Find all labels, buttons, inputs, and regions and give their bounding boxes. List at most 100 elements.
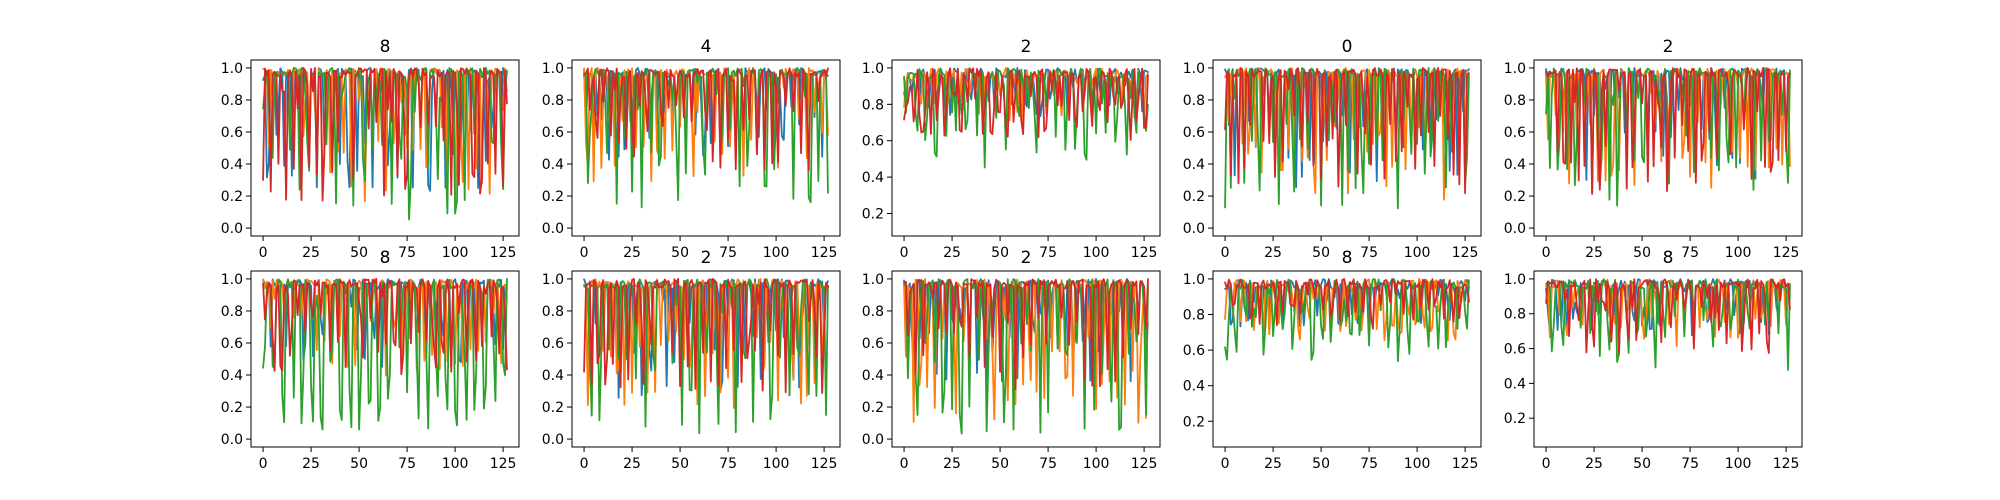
subplot-10: 0 25 50 75 100 125 0.2 0.4 0.6 0.8 1.0 8 bbox=[1504, 248, 1803, 472]
y-tick-label: 0.4 bbox=[1183, 379, 1205, 395]
y-tick-label: 0.6 bbox=[1183, 343, 1205, 359]
axes-frame bbox=[891, 270, 1161, 448]
y-tick-label: 0.0 bbox=[542, 432, 564, 448]
y-tick-label: 0.0 bbox=[542, 221, 564, 237]
y-tick-label: 0.8 bbox=[862, 97, 884, 113]
y-tick-label: 0.4 bbox=[862, 368, 884, 384]
y-tick-label: 0.4 bbox=[221, 368, 243, 384]
subplot-title: 8 bbox=[1663, 248, 1674, 268]
x-tick-label: 0 bbox=[259, 245, 268, 261]
subplot-title: 2 bbox=[701, 248, 712, 268]
y-tick-label: 0.2 bbox=[1183, 189, 1205, 205]
x-tick-label: 125 bbox=[1131, 456, 1158, 472]
x-tick-label: 75 bbox=[1039, 245, 1057, 261]
y-tick-label: 1.0 bbox=[862, 272, 884, 288]
subplot-8: 0 25 50 75 100 125 0.0 0.2 0.4 0.6 0.8 1.0 2 bbox=[862, 248, 1161, 472]
x-tick-label: 0 bbox=[259, 456, 268, 472]
series-line-4 bbox=[583, 278, 829, 394]
x-tick-label: 25 bbox=[1264, 245, 1282, 261]
series-line-3 bbox=[903, 67, 1149, 169]
x-tick-label: 125 bbox=[490, 245, 517, 261]
axes-frame bbox=[1533, 59, 1803, 237]
subplot-9: 0 25 50 75 100 125 0.2 0.4 0.6 0.8 1.0 8 bbox=[1183, 248, 1482, 472]
subplot-2: 0 25 50 75 100 125 0.0 0.2 0.4 0.6 0.8 1.0 4 bbox=[542, 37, 841, 261]
x-tick-label: 0 bbox=[1542, 245, 1551, 261]
y-tick-label: 0.4 bbox=[221, 157, 243, 173]
y-tick-label: 0.4 bbox=[1504, 376, 1526, 392]
axes-frame bbox=[250, 59, 520, 237]
axes-frame bbox=[1212, 59, 1482, 237]
y-tick-label: 0.2 bbox=[542, 189, 564, 205]
x-tick-label: 100 bbox=[763, 456, 790, 472]
x-tick-label: 100 bbox=[1725, 456, 1752, 472]
y-tick-label: 0.2 bbox=[1504, 411, 1526, 427]
y-tick-label: 0.4 bbox=[862, 170, 884, 186]
x-tick-label: 125 bbox=[811, 245, 838, 261]
axes-frame bbox=[1212, 270, 1482, 448]
y-tick-label: 0.6 bbox=[542, 336, 564, 352]
series-line-4 bbox=[262, 67, 508, 202]
x-tick-label: 25 bbox=[1264, 456, 1282, 472]
x-tick-label: 75 bbox=[398, 456, 416, 472]
x-tick-label: 25 bbox=[943, 456, 961, 472]
x-tick-label: 25 bbox=[302, 456, 320, 472]
y-tick-label: 0.6 bbox=[862, 134, 884, 150]
series-line-4 bbox=[903, 67, 1149, 141]
series-line-4 bbox=[1224, 278, 1470, 330]
y-tick-label: 0.4 bbox=[1183, 157, 1205, 173]
x-tick-label: 50 bbox=[1633, 245, 1651, 261]
y-tick-label: 1.0 bbox=[1183, 272, 1205, 288]
y-tick-label: 0.2 bbox=[862, 207, 884, 223]
x-tick-label: 125 bbox=[1773, 456, 1800, 472]
x-tick-label: 75 bbox=[1360, 245, 1378, 261]
x-tick-label: 125 bbox=[1452, 245, 1479, 261]
y-tick-label: 0.8 bbox=[1183, 93, 1205, 109]
y-tick-label: 0.4 bbox=[542, 368, 564, 384]
y-tick-label: 0.0 bbox=[221, 221, 243, 237]
axes-frame bbox=[891, 59, 1161, 237]
x-tick-label: 100 bbox=[1404, 245, 1431, 261]
x-tick-label: 100 bbox=[763, 245, 790, 261]
y-tick-label: 0.2 bbox=[862, 400, 884, 416]
y-tick-label: 0.2 bbox=[221, 189, 243, 205]
y-tick-label: 0.8 bbox=[1504, 93, 1526, 109]
x-tick-label: 0 bbox=[1542, 456, 1551, 472]
subplot-title: 8 bbox=[380, 248, 391, 268]
axes-frame bbox=[571, 59, 841, 237]
x-tick-label: 50 bbox=[1633, 456, 1651, 472]
y-tick-label: 0.2 bbox=[1183, 414, 1205, 430]
axes-frame bbox=[1533, 270, 1803, 448]
x-tick-label: 75 bbox=[1360, 456, 1378, 472]
x-tick-label: 25 bbox=[302, 245, 320, 261]
x-tick-label: 100 bbox=[1083, 245, 1110, 261]
x-tick-label: 100 bbox=[1404, 456, 1431, 472]
subplot-title: 8 bbox=[380, 37, 391, 57]
series-line-4 bbox=[262, 278, 508, 376]
y-tick-label: 0.6 bbox=[542, 125, 564, 141]
series-line-4 bbox=[903, 278, 1149, 391]
x-tick-label: 50 bbox=[991, 245, 1009, 261]
y-tick-label: 0.8 bbox=[542, 93, 564, 109]
y-tick-label: 0.2 bbox=[542, 400, 564, 416]
x-tick-label: 50 bbox=[671, 456, 689, 472]
y-tick-label: 0.0 bbox=[1183, 221, 1205, 237]
subplot-title: 2 bbox=[1021, 248, 1032, 268]
x-tick-label: 0 bbox=[1221, 456, 1230, 472]
x-tick-label: 75 bbox=[1681, 245, 1699, 261]
subplot-5: 0 25 50 75 100 125 0.0 0.2 0.4 0.6 0.8 1.0 2 bbox=[1504, 37, 1803, 261]
subplot-7: 0 25 50 75 100 125 0.0 0.2 0.4 0.6 0.8 1.0 2 bbox=[542, 248, 841, 472]
x-tick-label: 75 bbox=[719, 456, 737, 472]
y-tick-label: 0.4 bbox=[542, 157, 564, 173]
subplot-title: 0 bbox=[1342, 37, 1353, 57]
x-tick-label: 0 bbox=[900, 456, 909, 472]
y-tick-label: 0.2 bbox=[221, 400, 243, 416]
y-tick-label: 0.6 bbox=[862, 336, 884, 352]
y-tick-label: 0.0 bbox=[862, 432, 884, 448]
x-tick-label: 25 bbox=[1585, 245, 1603, 261]
x-tick-label: 100 bbox=[442, 456, 469, 472]
series-line-4 bbox=[1224, 67, 1470, 195]
y-tick-label: 0.6 bbox=[1504, 125, 1526, 141]
y-tick-label: 1.0 bbox=[1504, 272, 1526, 288]
series-line-4 bbox=[583, 67, 829, 172]
